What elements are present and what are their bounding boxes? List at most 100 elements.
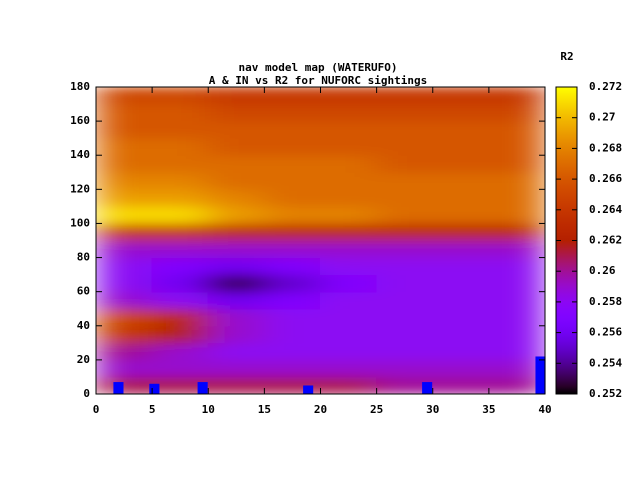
heat-cell — [488, 171, 545, 190]
heat-cell — [488, 274, 545, 293]
heat-cell — [263, 325, 321, 344]
heat-cell — [376, 342, 434, 361]
y-tick-label: 140 — [70, 148, 90, 161]
colorbar-tick-label: 0.266 — [589, 172, 622, 185]
heat-cell — [432, 240, 490, 259]
colorbar-tick-label: 0.272 — [589, 80, 622, 93]
heat-cell — [376, 376, 434, 394]
heat-cell — [151, 274, 209, 293]
heat-cell — [96, 359, 153, 378]
heat-cell — [96, 222, 153, 241]
heat-cell — [432, 120, 490, 139]
heat-cell — [488, 291, 545, 310]
y-tick-label: 40 — [77, 319, 90, 332]
heat-cell — [320, 342, 378, 361]
heat-cell — [320, 188, 378, 207]
y-tick-label: 0 — [83, 387, 90, 400]
x-tick-label: 5 — [149, 403, 156, 416]
heat-cell — [320, 137, 378, 156]
x-tick-label: 10 — [202, 403, 215, 416]
heat-cell — [263, 308, 321, 327]
heat-cell — [432, 188, 490, 207]
sighting-bar — [535, 356, 546, 394]
heat-cell — [376, 87, 434, 105]
heat-cell — [376, 308, 434, 327]
heat-cell — [96, 274, 153, 293]
sighting-bar — [197, 382, 208, 394]
heat-cell — [207, 171, 265, 190]
heat-cell — [320, 154, 378, 173]
heat-cell — [207, 274, 265, 293]
heat-cell — [96, 171, 153, 190]
heat-cell — [207, 240, 265, 259]
heat-cell — [320, 87, 378, 105]
x-tick-label: 0 — [93, 403, 100, 416]
y-tick-label: 120 — [70, 182, 90, 195]
heat-cell — [376, 103, 434, 122]
heat-cell — [263, 274, 321, 293]
heat-cell — [151, 291, 209, 310]
heat-cell — [263, 103, 321, 122]
heat-cell — [151, 103, 209, 122]
heat-cell — [320, 103, 378, 122]
heat-cell — [96, 137, 153, 156]
sighting-bar — [149, 383, 160, 394]
heat-cell — [151, 154, 209, 173]
heat-cell — [320, 257, 378, 276]
heat-cell — [320, 171, 378, 190]
heat-cell — [207, 137, 265, 156]
heat-cell — [320, 325, 378, 344]
sighting-bar — [113, 382, 124, 394]
heat-cell — [263, 257, 321, 276]
heat-cell — [96, 291, 153, 310]
heat-cell — [263, 342, 321, 361]
heat-cell — [151, 137, 209, 156]
heat-cell — [432, 87, 490, 105]
heat-cell — [151, 120, 209, 139]
heat-cell — [432, 222, 490, 241]
heat-cell — [376, 359, 434, 378]
heat-cell — [207, 188, 265, 207]
heat-cell — [96, 240, 153, 259]
chart-title: nav model map (WATERUFO) — [239, 61, 398, 74]
heat-cell — [96, 308, 153, 327]
heat-cell — [320, 308, 378, 327]
heat-cell — [376, 222, 434, 241]
colorbar-tick-label: 0.262 — [589, 234, 622, 247]
heat-cell — [488, 359, 545, 378]
sighting-bar — [422, 382, 433, 394]
heat-cell — [488, 103, 545, 122]
heat-cell — [263, 137, 321, 156]
x-tick-label: 15 — [258, 403, 271, 416]
heat-cell — [207, 257, 265, 276]
heat-cell — [151, 325, 209, 344]
heat-cell — [151, 257, 209, 276]
y-tick-label: 100 — [70, 216, 90, 229]
heat-cell — [488, 137, 545, 156]
sighting-bar — [303, 385, 314, 394]
heat-cell — [432, 342, 490, 361]
heat-cell — [207, 308, 265, 327]
heat-cell — [263, 188, 321, 207]
heat-cell — [263, 171, 321, 190]
heat-cell — [488, 154, 545, 173]
y-tick-label: 60 — [77, 285, 90, 298]
colorbar-tick-label: 0.252 — [589, 387, 622, 400]
heat-cell — [376, 154, 434, 173]
heat-cell — [96, 87, 153, 105]
heat-cell — [432, 359, 490, 378]
heat-cell — [376, 137, 434, 156]
heat-cell — [151, 188, 209, 207]
x-tick-label: 25 — [370, 403, 383, 416]
heat-cell — [432, 308, 490, 327]
heat-cell — [263, 291, 321, 310]
x-tick-label: 35 — [482, 403, 495, 416]
x-tick-label: 30 — [426, 403, 439, 416]
x-tick-label: 20 — [314, 403, 327, 416]
heat-cell — [320, 359, 378, 378]
heat-cell — [151, 87, 209, 105]
heat-cell — [96, 120, 153, 139]
colorbar-tick-label: 0.26 — [589, 264, 616, 277]
heat-cell — [432, 103, 490, 122]
heat-cell — [151, 359, 209, 378]
